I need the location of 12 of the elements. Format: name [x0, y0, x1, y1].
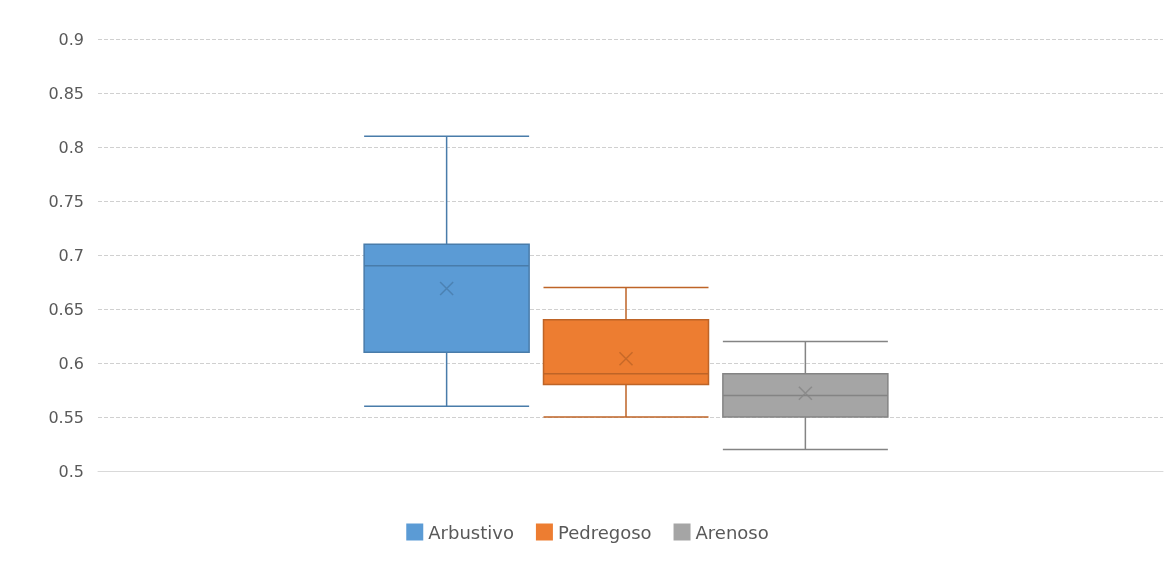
- legend-label: Arbustivo: [428, 521, 514, 543]
- y-tick-label: 0.85: [48, 83, 84, 103]
- y-tick-label: 0.9: [58, 29, 84, 49]
- y-tick-label: 0.8: [58, 137, 84, 157]
- y-tick-label: 0.65: [48, 299, 84, 319]
- y-tick-label: 0.55: [48, 407, 84, 427]
- y-tick-label: 0.7: [58, 245, 84, 265]
- legend-label: Pedregoso: [557, 521, 652, 543]
- y-tick-label: 0.75: [48, 191, 84, 211]
- legend-label: Arenoso: [695, 521, 769, 543]
- y-tick-label: 0.6: [58, 353, 84, 373]
- y-tick-label: 0.5: [58, 461, 84, 481]
